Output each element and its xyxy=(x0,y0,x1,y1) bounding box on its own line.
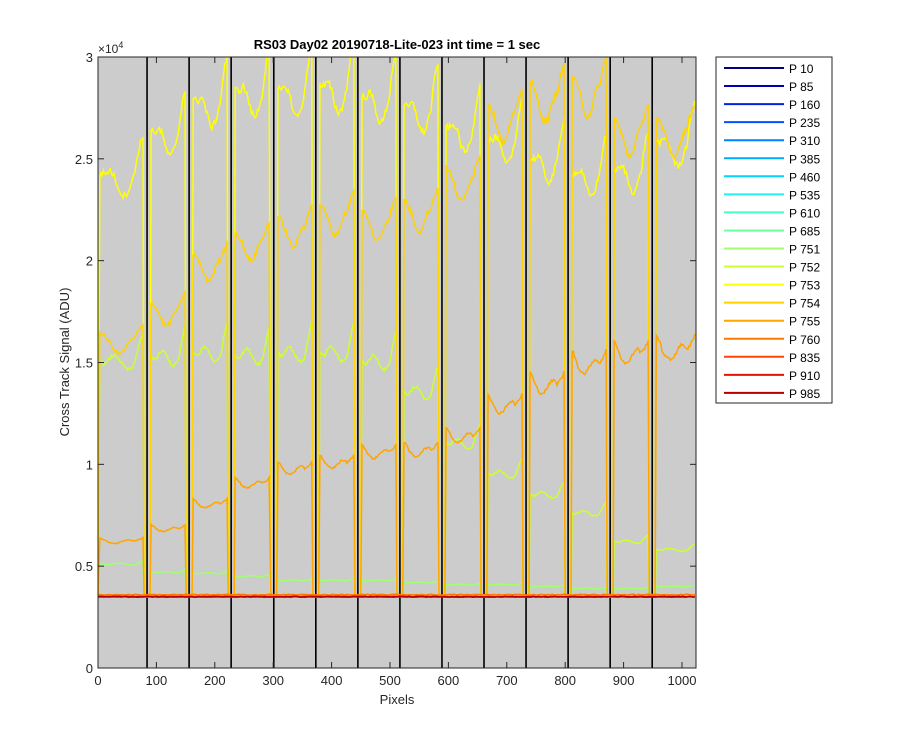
x-tick-label: 1000 xyxy=(668,673,697,688)
legend-label: P 10 xyxy=(789,62,814,76)
legend-label: P 754 xyxy=(789,297,820,311)
y-tick-label: 0 xyxy=(86,661,93,676)
chart-title: RS03 Day02 20190718-Lite-023 int time = … xyxy=(254,37,541,52)
legend: P 10 P 85 P 160 P 235 P 310 P 385 P 460 P 535 P … xyxy=(715,56,833,404)
series-line-p-760 xyxy=(98,593,695,596)
legend-label: P 310 xyxy=(789,134,820,148)
legend-label: P 985 xyxy=(789,387,820,401)
y-tick-label: 2.5 xyxy=(75,152,93,167)
legend-label: P 535 xyxy=(789,188,820,202)
series-line-p-754 xyxy=(98,57,696,598)
series-line-p-752 xyxy=(98,321,696,598)
legend-label: P 160 xyxy=(789,98,820,112)
y-axis-ticks: 0 0.5 1 1.5 2 2.5 3 xyxy=(75,50,696,676)
x-tick-label: 800 xyxy=(554,673,576,688)
legend-label: P 610 xyxy=(789,206,820,220)
series-line-p-755 xyxy=(98,332,696,598)
legend-label: P 755 xyxy=(789,315,820,329)
x-tick-label: 200 xyxy=(204,673,226,688)
legend-label: P 460 xyxy=(789,170,820,184)
y-tick-label: 0.5 xyxy=(75,559,93,574)
x-tick-label: 100 xyxy=(146,673,168,688)
x-tick-label: 700 xyxy=(496,673,518,688)
series-line-p-751 xyxy=(98,559,695,598)
channel-separators xyxy=(146,57,654,668)
legend-label: P 760 xyxy=(789,333,820,347)
y-exponent-label: ×104 xyxy=(98,40,123,56)
legend-label: P 752 xyxy=(789,261,820,275)
x-axis-label: Pixels xyxy=(380,692,415,707)
y-tick-label: 2 xyxy=(86,254,93,269)
legend-label: P 910 xyxy=(789,369,820,383)
y-tick-label: 1.5 xyxy=(75,356,93,371)
y-tick-label: 1 xyxy=(86,457,93,472)
x-tick-label: 300 xyxy=(262,673,284,688)
x-tick-label: 0 xyxy=(94,673,101,688)
x-tick-label: 400 xyxy=(321,673,343,688)
x-tick-label: 500 xyxy=(379,673,401,688)
x-axis-ticks: 0 100 200 300 400 500 600 700 800 900 1000 xyxy=(94,57,696,688)
y-axis-label: Cross Track Signal (ADU) xyxy=(57,288,72,437)
legend-label: P 751 xyxy=(789,243,820,257)
series-line-p-985 xyxy=(98,595,695,598)
x-tick-label: 900 xyxy=(613,673,635,688)
x-tick-label: 600 xyxy=(438,673,460,688)
legend-label: P 85 xyxy=(789,80,814,94)
legend-label: P 753 xyxy=(789,279,820,293)
legend-label: P 685 xyxy=(789,224,820,238)
series-line-p-753 xyxy=(98,57,696,598)
series-lines xyxy=(98,57,696,598)
legend-label: P 385 xyxy=(789,152,820,166)
legend-label: P 235 xyxy=(789,116,820,130)
legend-label: P 835 xyxy=(789,351,820,365)
y-tick-label: 3 xyxy=(86,50,93,65)
